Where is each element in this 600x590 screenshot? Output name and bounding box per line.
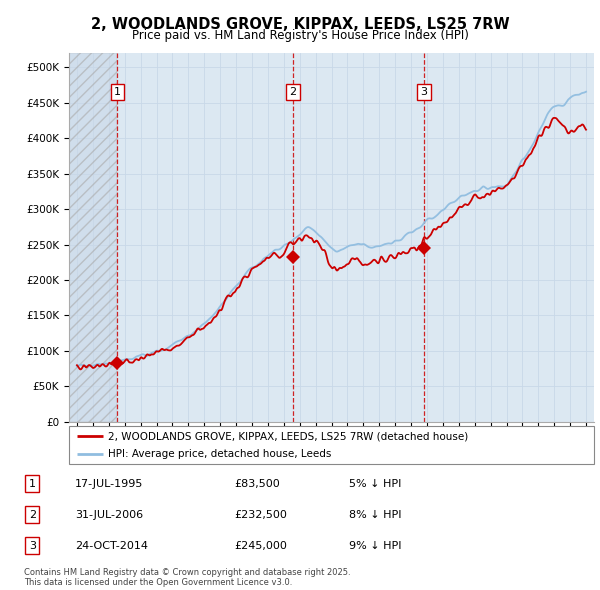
Text: 3: 3	[29, 541, 36, 551]
Text: 31-JUL-2006: 31-JUL-2006	[75, 510, 143, 520]
Bar	[69, 53, 118, 422]
Text: 1: 1	[114, 87, 121, 97]
Text: HPI: Average price, detached house, Leeds: HPI: Average price, detached house, Leed…	[109, 449, 332, 459]
Text: Price paid vs. HM Land Registry's House Price Index (HPI): Price paid vs. HM Land Registry's House …	[131, 30, 469, 42]
Text: 1: 1	[29, 478, 36, 489]
Text: 2, WOODLANDS GROVE, KIPPAX, LEEDS, LS25 7RW (detached house): 2, WOODLANDS GROVE, KIPPAX, LEEDS, LS25 …	[109, 431, 469, 441]
Text: 2: 2	[289, 87, 296, 97]
Text: 9% ↓ HPI: 9% ↓ HPI	[349, 541, 401, 551]
Text: £245,000: £245,000	[235, 541, 287, 551]
Text: £83,500: £83,500	[235, 478, 280, 489]
Text: 3: 3	[421, 87, 427, 97]
Text: Contains HM Land Registry data © Crown copyright and database right 2025.
This d: Contains HM Land Registry data © Crown c…	[24, 568, 350, 587]
Text: 17-JUL-1995: 17-JUL-1995	[75, 478, 143, 489]
Text: 5% ↓ HPI: 5% ↓ HPI	[349, 478, 401, 489]
Text: 2: 2	[29, 510, 36, 520]
Text: 2, WOODLANDS GROVE, KIPPAX, LEEDS, LS25 7RW: 2, WOODLANDS GROVE, KIPPAX, LEEDS, LS25 …	[91, 17, 509, 31]
Text: 24-OCT-2014: 24-OCT-2014	[75, 541, 148, 551]
Text: £232,500: £232,500	[235, 510, 287, 520]
Text: 8% ↓ HPI: 8% ↓ HPI	[349, 510, 401, 520]
